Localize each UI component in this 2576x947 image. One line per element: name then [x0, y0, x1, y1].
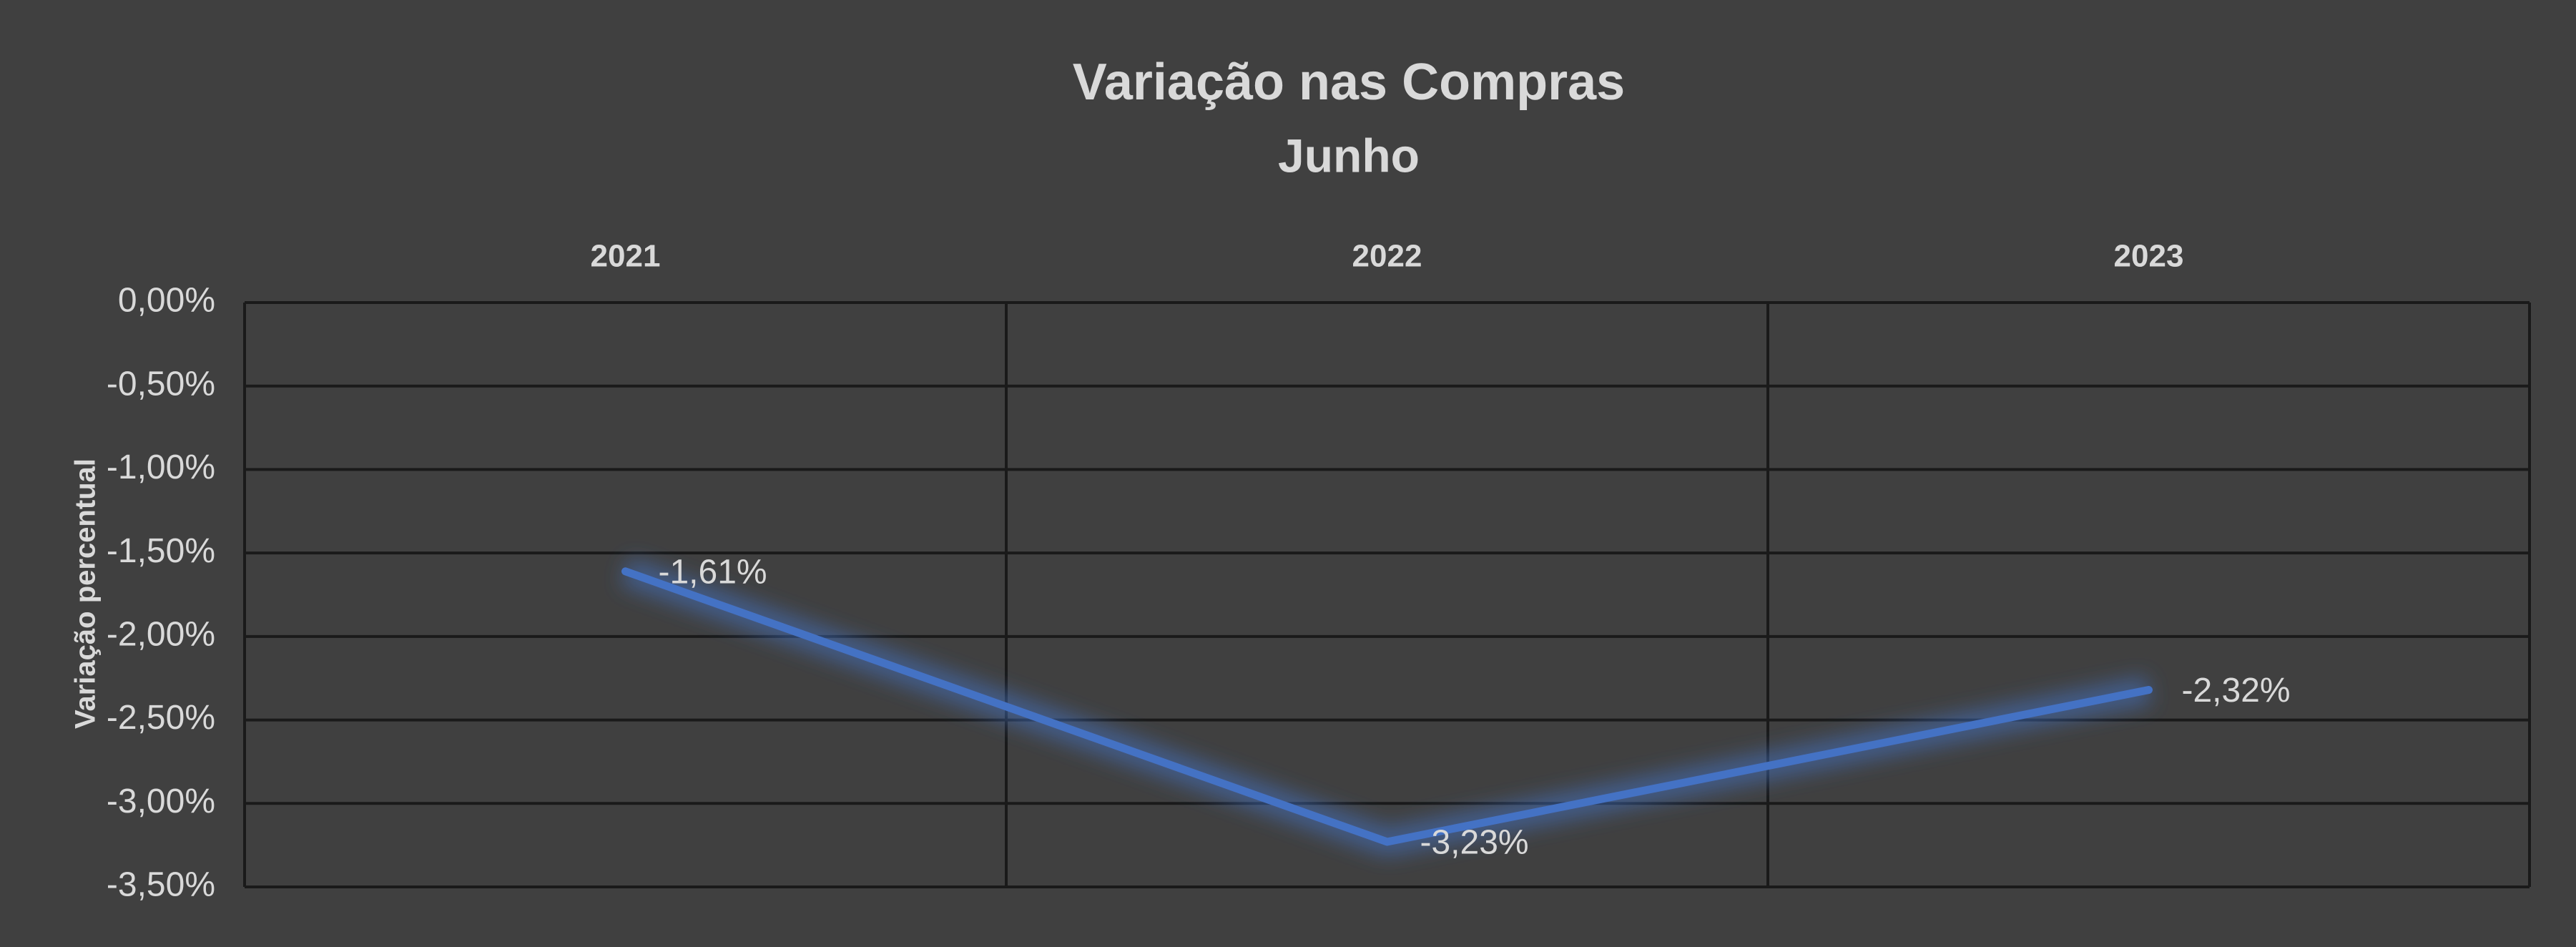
data-label: -1,61% [659, 553, 767, 591]
x-tick-label: 2023 [2114, 239, 2184, 274]
x-tick-label: 2022 [1352, 239, 1422, 274]
y-tick-label: 0,00% [118, 282, 215, 320]
x-tick-label: 2021 [591, 239, 661, 274]
chart-subtitle: Junho [1278, 129, 1420, 182]
y-tick-label: -0,50% [107, 365, 215, 403]
y-axis-title: Variação percentual [70, 458, 102, 729]
y-tick-label: -2,00% [107, 616, 215, 654]
chart-title: Variação nas Compras [1073, 54, 1625, 111]
y-tick-label: -3,50% [107, 866, 215, 904]
y-tick-label: -1,00% [107, 448, 215, 486]
y-tick-label: -1,50% [107, 532, 215, 570]
data-label: -2,32% [2182, 672, 2291, 710]
y-tick-label: -3,00% [107, 782, 215, 820]
line [621, 567, 2153, 846]
data-label: -3,23% [1420, 824, 1529, 862]
y-tick-label: -2,50% [107, 699, 215, 737]
